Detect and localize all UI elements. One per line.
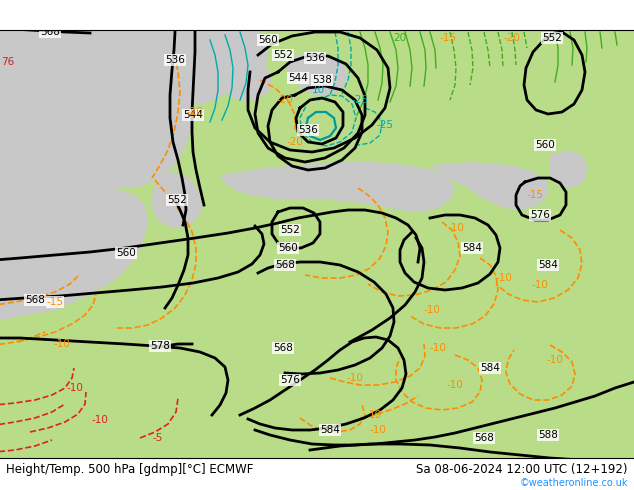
Polygon shape: [0, 30, 148, 320]
Text: -20: -20: [287, 137, 304, 147]
Text: -10: -10: [430, 343, 446, 353]
Text: 10: 10: [311, 85, 325, 95]
Text: 576: 576: [530, 210, 550, 220]
Text: -5: -5: [153, 433, 163, 443]
Text: 584: 584: [320, 425, 340, 435]
Text: 568: 568: [275, 260, 295, 270]
Polygon shape: [430, 162, 548, 210]
Polygon shape: [286, 52, 348, 96]
Polygon shape: [220, 58, 272, 102]
Text: -15: -15: [526, 190, 543, 200]
Text: 576: 576: [280, 375, 300, 385]
Text: 552: 552: [280, 225, 300, 235]
Text: -10: -10: [370, 425, 387, 435]
Polygon shape: [215, 30, 268, 80]
Text: 544: 544: [288, 73, 308, 83]
Text: 584: 584: [480, 363, 500, 373]
Text: -10: -10: [531, 280, 548, 290]
Text: 584: 584: [538, 260, 558, 270]
Text: -10: -10: [91, 415, 108, 425]
Polygon shape: [0, 30, 195, 260]
Text: 76: 76: [1, 57, 15, 67]
Text: -10: -10: [448, 223, 465, 233]
Text: 552: 552: [273, 50, 293, 60]
Text: -10: -10: [424, 305, 441, 315]
Text: 568: 568: [474, 433, 494, 443]
Text: -20: -20: [186, 107, 204, 117]
Text: -25: -25: [377, 120, 394, 130]
Text: 552: 552: [542, 33, 562, 43]
Text: 584: 584: [462, 243, 482, 253]
Text: -10: -10: [53, 339, 70, 349]
Text: -25: -25: [351, 95, 368, 105]
Text: -10: -10: [496, 273, 512, 283]
Polygon shape: [220, 162, 455, 212]
Text: 588: 588: [538, 430, 558, 440]
Text: 578: 578: [150, 341, 170, 351]
Polygon shape: [550, 150, 588, 188]
Text: 552: 552: [167, 195, 187, 205]
Text: ©weatheronline.co.uk: ©weatheronline.co.uk: [519, 478, 628, 488]
Text: -15: -15: [46, 297, 63, 307]
Text: 538: 538: [312, 75, 332, 85]
Text: 560: 560: [258, 35, 278, 45]
Polygon shape: [155, 30, 242, 105]
Text: 20: 20: [394, 33, 406, 43]
Text: -20: -20: [276, 95, 294, 105]
Polygon shape: [0, 460, 634, 490]
Text: -10: -10: [347, 373, 363, 383]
Text: 536: 536: [305, 53, 325, 63]
Text: 10: 10: [368, 410, 382, 420]
Text: -10: -10: [67, 383, 84, 393]
Polygon shape: [152, 172, 202, 228]
Text: Height/Temp. 500 hPa [gdmp][°C] ECMWF: Height/Temp. 500 hPa [gdmp][°C] ECMWF: [6, 464, 254, 476]
Text: 544: 544: [183, 110, 203, 120]
Text: 560: 560: [116, 248, 136, 258]
Bar: [0, 0, 634, 30]
Text: -10: -10: [547, 355, 564, 365]
Text: 536: 536: [298, 125, 318, 135]
Text: 568: 568: [25, 295, 45, 305]
Text: 568: 568: [40, 27, 60, 37]
Bar: [0, 458, 634, 490]
Text: Sa 08-06-2024 12:00 UTC (12+192): Sa 08-06-2024 12:00 UTC (12+192): [417, 464, 628, 476]
Text: 560: 560: [535, 140, 555, 150]
Text: -15: -15: [439, 33, 456, 43]
Text: -20: -20: [503, 33, 521, 43]
Text: 568: 568: [273, 343, 293, 353]
Text: -10: -10: [446, 380, 463, 390]
Text: 536: 536: [165, 55, 185, 65]
Text: 560: 560: [278, 243, 298, 253]
